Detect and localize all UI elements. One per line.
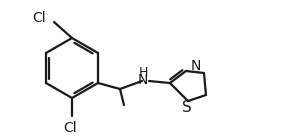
Text: N: N [138, 73, 148, 87]
Text: Cl: Cl [32, 11, 46, 25]
Text: N: N [191, 59, 201, 73]
Text: H: H [138, 66, 148, 79]
Text: Cl: Cl [63, 121, 77, 135]
Text: S: S [182, 101, 192, 116]
